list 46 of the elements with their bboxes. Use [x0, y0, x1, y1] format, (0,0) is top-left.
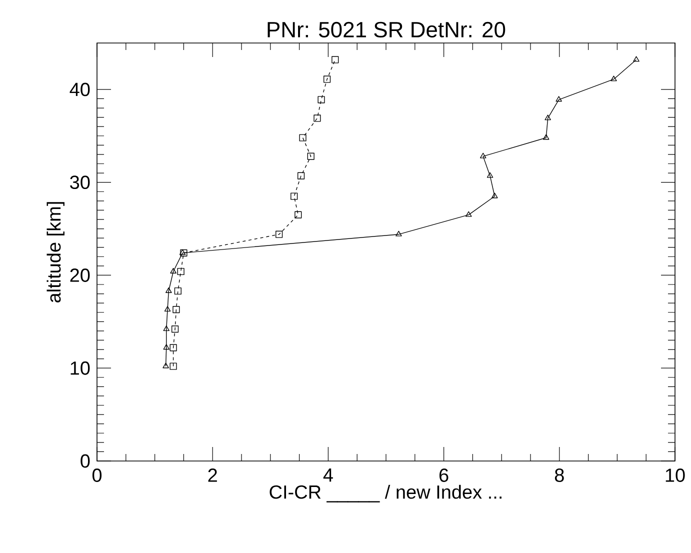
point [466, 211, 472, 217]
point [492, 192, 498, 198]
point [299, 134, 306, 142]
point [290, 192, 298, 200]
x-tick-label: 6 [439, 468, 448, 482]
point [177, 268, 184, 276]
point [633, 56, 640, 62]
x-axis-title: CI-CR _____ / new Index ... [270, 484, 502, 502]
point [297, 172, 305, 180]
point [480, 152, 486, 158]
point [556, 96, 562, 102]
x-tick-label: 0 [92, 468, 102, 482]
y-tick-label: 40 [70, 82, 90, 96]
point [332, 56, 339, 64]
point [294, 211, 302, 218]
point [544, 114, 551, 120]
point [163, 344, 170, 350]
point [171, 326, 179, 333]
point [610, 76, 617, 82]
x-tick-label: 10 [666, 468, 685, 482]
point [307, 152, 314, 160]
y-tick-label: 10 [70, 361, 90, 375]
point [486, 172, 494, 178]
x-tick-label: 2 [208, 468, 217, 482]
y-tick-label: 30 [70, 176, 90, 190]
y-axis-title: altitude [km] [46, 202, 64, 302]
point [162, 362, 169, 368]
point [172, 306, 180, 314]
point [170, 362, 177, 370]
point [164, 306, 171, 312]
y-tick-label: 20 [70, 268, 90, 282]
point [314, 114, 321, 122]
point [170, 268, 176, 274]
point [174, 287, 182, 295]
point [542, 134, 550, 140]
x-tick-label: 8 [554, 468, 564, 482]
point [396, 230, 402, 236]
point [323, 76, 331, 83]
point [166, 287, 172, 293]
point [276, 230, 283, 238]
point [318, 96, 325, 104]
point [170, 344, 177, 352]
chart-title: PNr: 5021 SR DetNr: 20 [268, 22, 506, 38]
x-tick-label: 4 [323, 468, 333, 482]
y-tick-label: 0 [80, 454, 90, 468]
point [163, 326, 170, 332]
